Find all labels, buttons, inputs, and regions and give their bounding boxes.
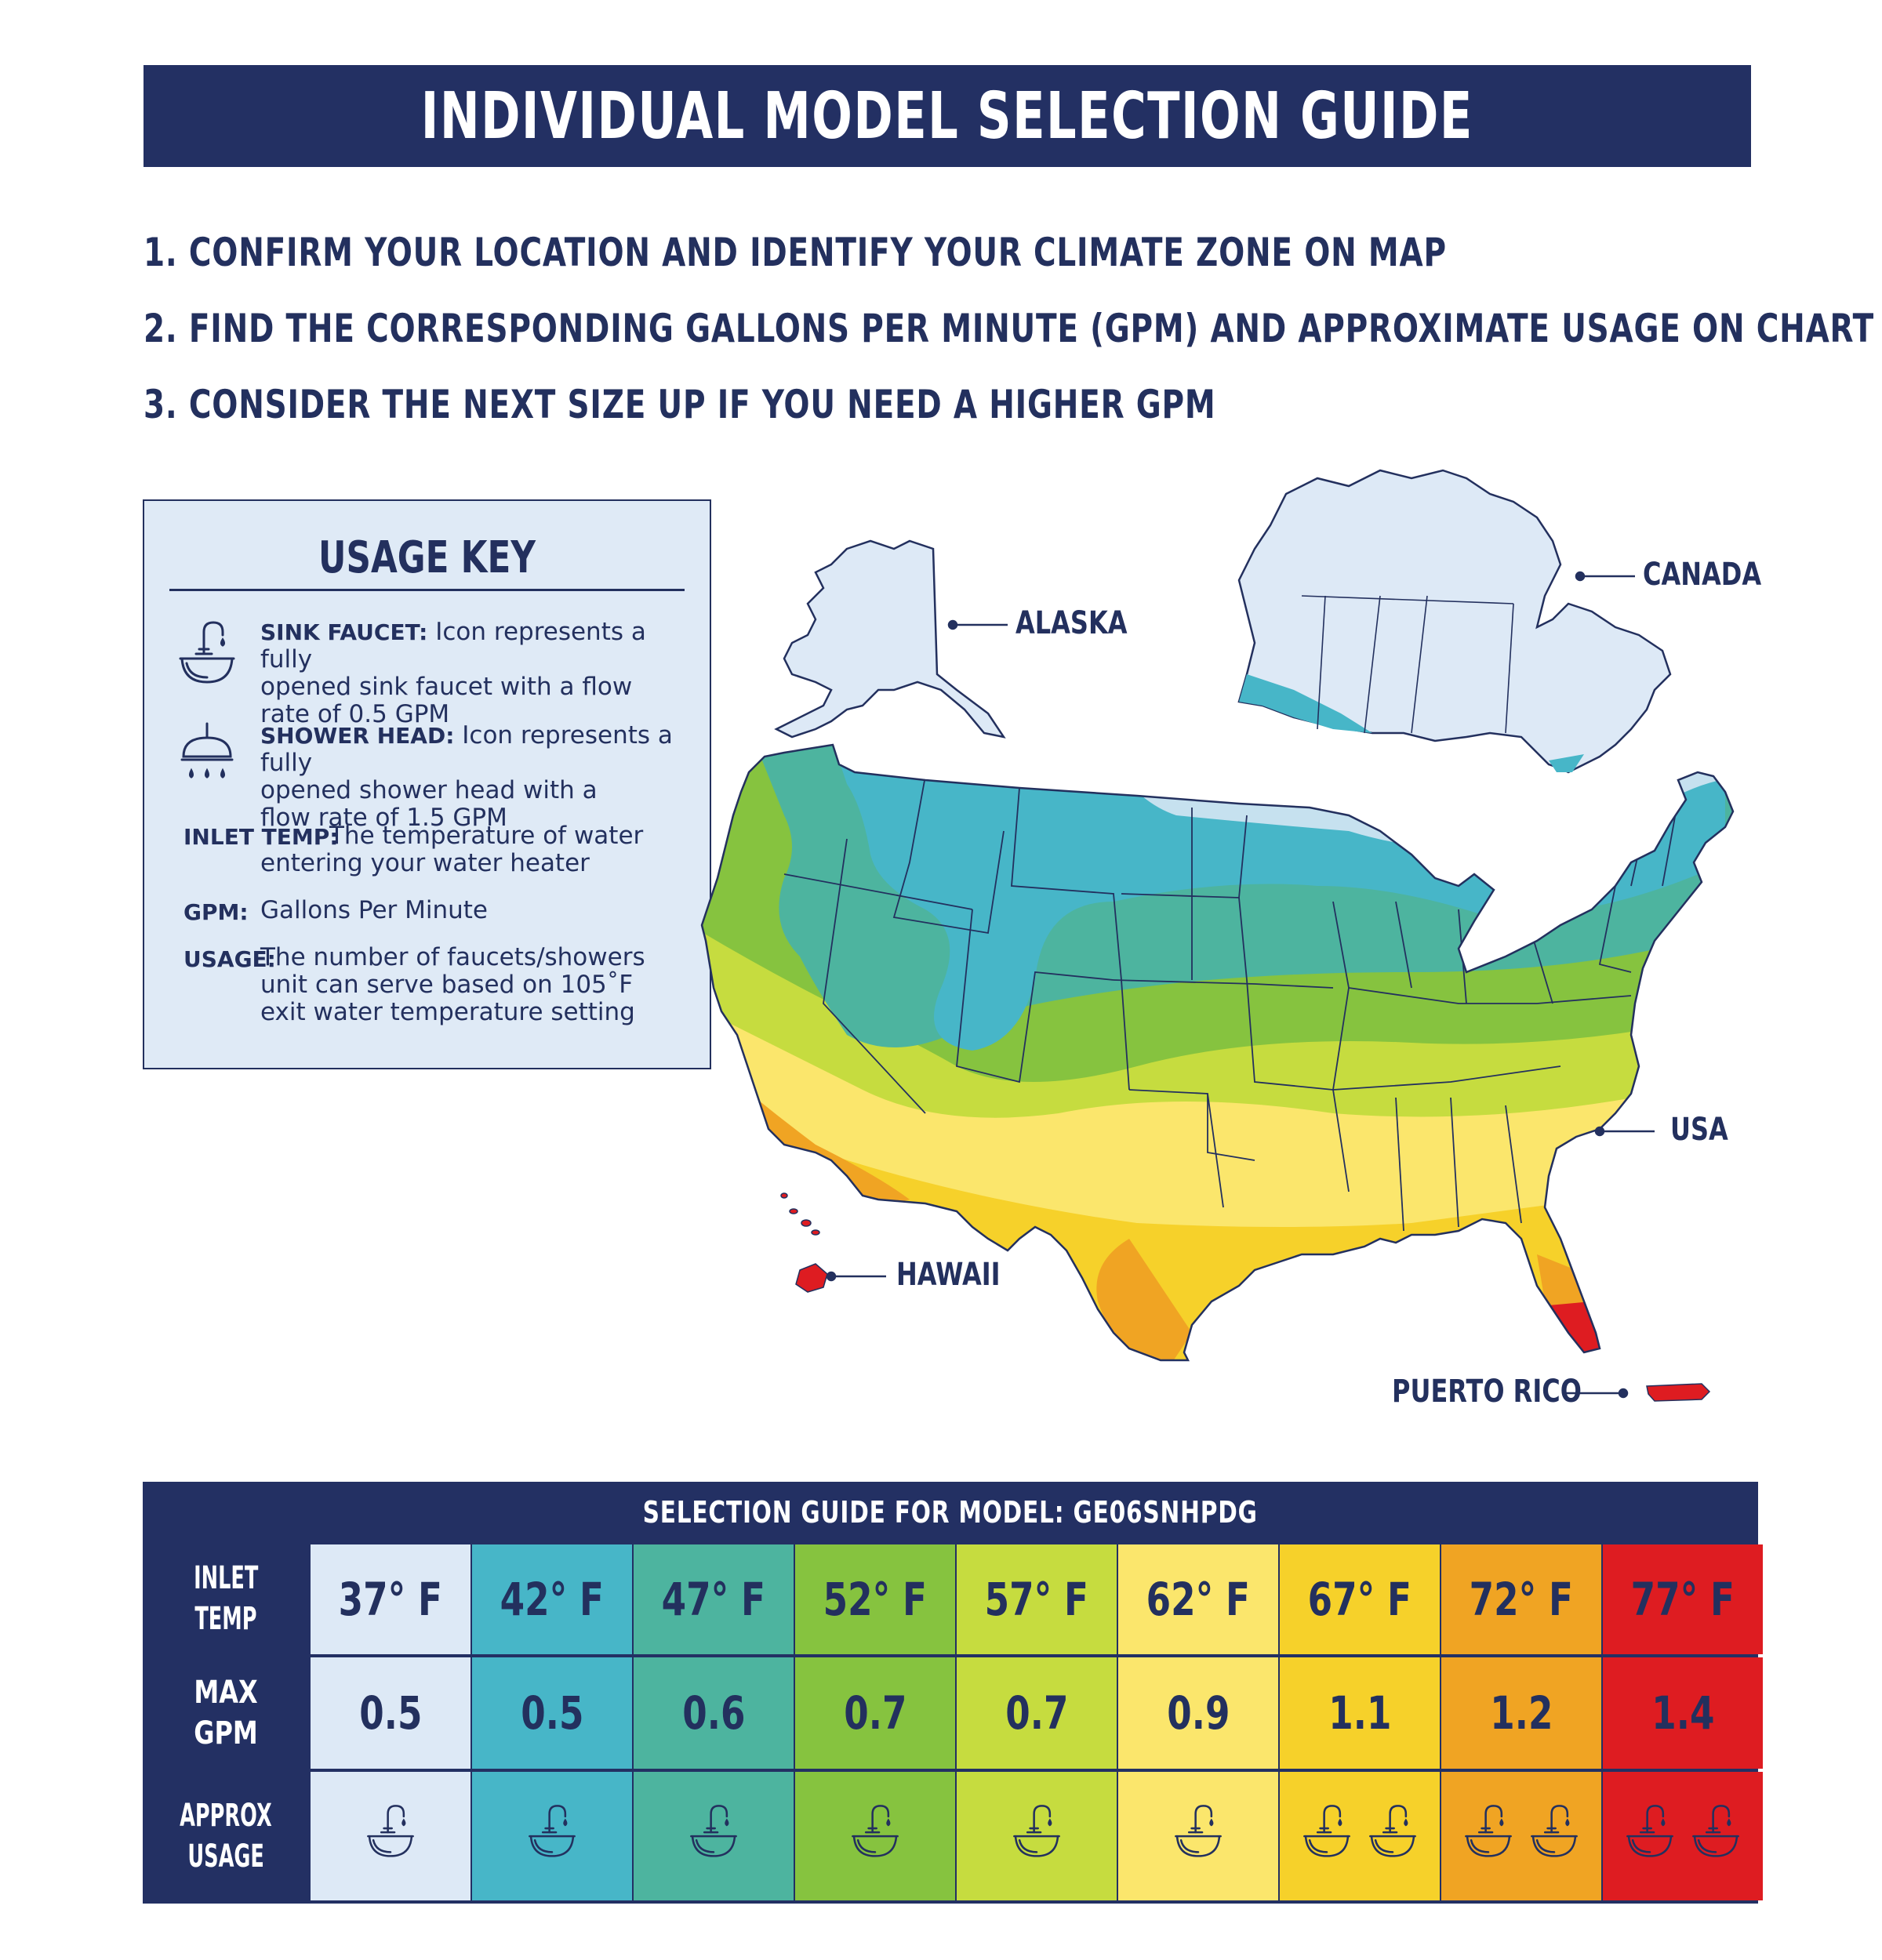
step-3: 3. CONSIDER THE NEXT SIZE UP IF YOU NEED… [144,382,1216,427]
sink-faucet-term: SINK FAUCET: [260,619,428,645]
sink-faucet-icon [1299,1799,1354,1873]
inlet-temp-cell: 62° F [1118,1544,1278,1654]
inlet-temp-cell: 57° F [957,1544,1117,1654]
selection-guide-title: SELECTION GUIDE FOR MODEL: GE06SNHPDG [642,1495,1259,1530]
sink-faucet-icon [1688,1799,1743,1873]
map-label-alaska: ALASKA [1015,605,1128,641]
sink-faucet-icon [1622,1799,1677,1873]
puerto-rico-shape [1646,1383,1711,1402]
inlet-temp-cell: 77° F [1603,1544,1763,1654]
map-label-hawaii: HAWAII [896,1257,1001,1293]
step-1: 1. CONFIRM YOUR LOCATION AND IDENTIFY YO… [144,230,1447,275]
sink-faucet-icon [848,1799,903,1873]
divider [169,589,685,591]
inlet-temp-cell: 52° F [795,1544,955,1654]
usage-term: USAGE: [183,946,276,972]
max-gpm-cell: 0.5 [472,1657,632,1769]
approx-usage-cell [1118,1772,1278,1900]
inlet-temp-cell: 37° F [311,1544,470,1654]
approx-usage-cell [472,1772,632,1900]
shower-head-icon [180,722,234,779]
max-gpm-cell: 0.9 [1118,1657,1278,1769]
canada-shape [1237,469,1672,774]
max-gpm-cell: 1.1 [1280,1657,1440,1769]
approx-usage-cell [634,1772,794,1900]
approx-usage-cell [311,1772,470,1900]
sink-faucet-icon [1527,1799,1582,1873]
sink-faucet-icon [363,1799,418,1873]
hawaii-shape [780,1192,828,1293]
approx-usage-cell [1441,1772,1601,1900]
max-gpm-cell: 0.7 [957,1657,1117,1769]
max-gpm-cell: 1.4 [1603,1657,1763,1769]
approx-usage-cell [1280,1772,1440,1900]
approx-usage-cell [1603,1772,1763,1900]
page-title: INDIVIDUAL MODEL SELECTION GUIDE [420,78,1474,154]
shower-head-term: SHOWER HEAD: [260,723,455,749]
max-gpm-cell: 0.5 [311,1657,470,1769]
row-label-max-gpm: MAX GPM [194,1675,258,1751]
sink-faucet-description: SINK FAUCET: Icon represents a fully ope… [260,618,646,728]
map-label-puerto-rico: PUERTO RICO [1392,1374,1582,1410]
max-gpm-cell: 0.7 [795,1657,955,1769]
usage-key-title: USAGE KEY [318,532,536,583]
gpm-term: GPM: [183,899,249,925]
inlet-temp-cell: 42° F [472,1544,632,1654]
max-gpm-cell: 0.6 [634,1657,794,1769]
title-bar: INDIVIDUAL MODEL SELECTION GUIDE [144,65,1751,167]
inlet-temp-cell: 47° F [634,1544,794,1654]
sink-faucet-icon [1009,1799,1064,1873]
sink-faucet-icon [1171,1799,1226,1873]
sink-faucet-icon [525,1799,579,1873]
usage-description: The number of faucets/showers unit can s… [260,943,645,1026]
inlet-temp-description: The temperature of water [329,822,644,850]
map-label-canada: CANADA [1643,557,1762,593]
max-gpm-cell: 1.2 [1441,1657,1601,1769]
map-label-usa: USA [1670,1112,1728,1148]
sink-faucet-icon [686,1799,741,1873]
sink-faucet-icon [1365,1799,1420,1873]
usage-key-panel: USAGE KEY SINK FAUCET: Icon represents a… [143,499,711,1069]
approx-usage-cell [795,1772,955,1900]
approx-usage-cell [957,1772,1117,1900]
inlet-temp-description-2: entering your water heater [260,849,590,877]
inlet-temp-cell: 67° F [1280,1544,1440,1654]
alaska-shape [774,539,1006,739]
step-2: 2. FIND THE CORRESPONDING GALLONS PER MI… [144,306,1875,351]
shower-head-description: SHOWER HEAD: Icon represents a fully ope… [260,721,673,832]
row-label-inlet-temp: INLET TEMP [193,1560,259,1637]
inlet-temp-cell: 72° F [1441,1544,1601,1654]
sink-faucet-icon [1461,1799,1516,1873]
sink-faucet-icon [179,621,235,684]
row-label-approx-usage: APPROX USAGE [180,1798,272,1875]
inlet-temp-term: INLET TEMP: [183,824,339,850]
gpm-description: Gallons Per Minute [260,896,489,924]
selection-guide-table: SELECTION GUIDE FOR MODEL: GE06SNHPDG IN… [143,1482,1763,1904]
